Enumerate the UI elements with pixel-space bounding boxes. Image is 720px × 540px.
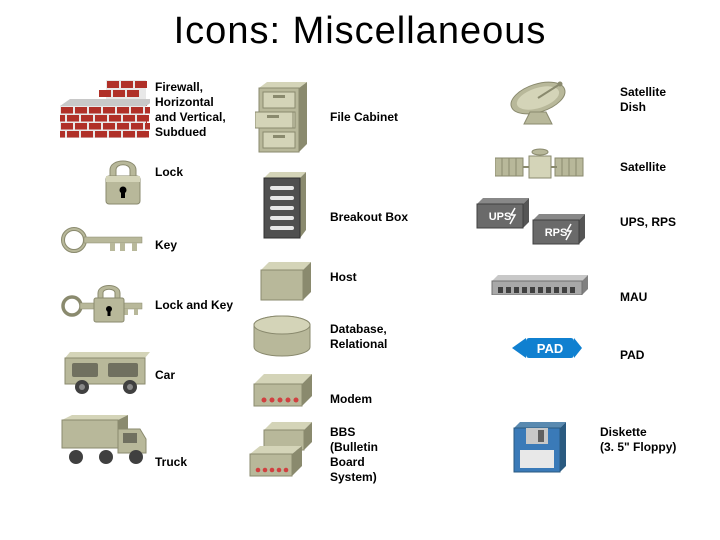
database-label: Database, Relational: [330, 322, 387, 352]
car-icon: [60, 350, 150, 395]
ups-icon: UPS RPS: [475, 198, 590, 246]
svg-text:RPS: RPS: [545, 227, 568, 239]
sat-dish-label: Satellite Dish: [620, 85, 666, 115]
host-icon: [258, 260, 313, 302]
mau-label: MAU: [620, 290, 647, 305]
bbs-icon: [248, 420, 318, 478]
firewall-icon: [60, 80, 150, 140]
truck-label: Truck: [155, 455, 187, 470]
car-label: Car: [155, 368, 175, 383]
key-icon: [60, 225, 150, 255]
file-cabinet-icon: [255, 82, 310, 154]
pad-icon: PAD: [512, 330, 582, 366]
diskette-label: Diskette (3. 5" Floppy): [600, 425, 676, 455]
database-icon: [250, 315, 315, 357]
lock-key-icon: [60, 278, 150, 333]
modem-icon: [252, 372, 314, 408]
svg-text:PAD: PAD: [537, 341, 563, 356]
bbs-label: BBS (Bulletin Board System): [330, 425, 378, 485]
file-cabinet-label: File Cabinet: [330, 110, 398, 125]
breakout-icon: [258, 172, 308, 240]
host-label: Host: [330, 270, 357, 285]
sat-dish-icon: [500, 78, 580, 128]
firewall-label: Firewall, Horizontal and Vertical, Subdu…: [155, 80, 226, 140]
pad-label: PAD: [620, 348, 644, 363]
key-label: Key: [155, 238, 177, 253]
satellite-icon: [495, 148, 585, 188]
page-title: Icons: Miscellaneous: [0, 10, 720, 53]
lock-key-label: Lock and Key: [155, 298, 233, 313]
ups-label: UPS, RPS: [620, 215, 676, 230]
mau-icon: [490, 275, 590, 295]
modem-label: Modem: [330, 392, 372, 407]
lock-icon: [98, 152, 148, 207]
truck-icon: [60, 415, 150, 470]
satellite-label: Satellite: [620, 160, 666, 175]
diskette-icon: [510, 420, 570, 475]
svg-text:UPS: UPS: [489, 211, 512, 223]
lock-label: Lock: [155, 165, 183, 180]
breakout-label: Breakout Box: [330, 210, 408, 225]
